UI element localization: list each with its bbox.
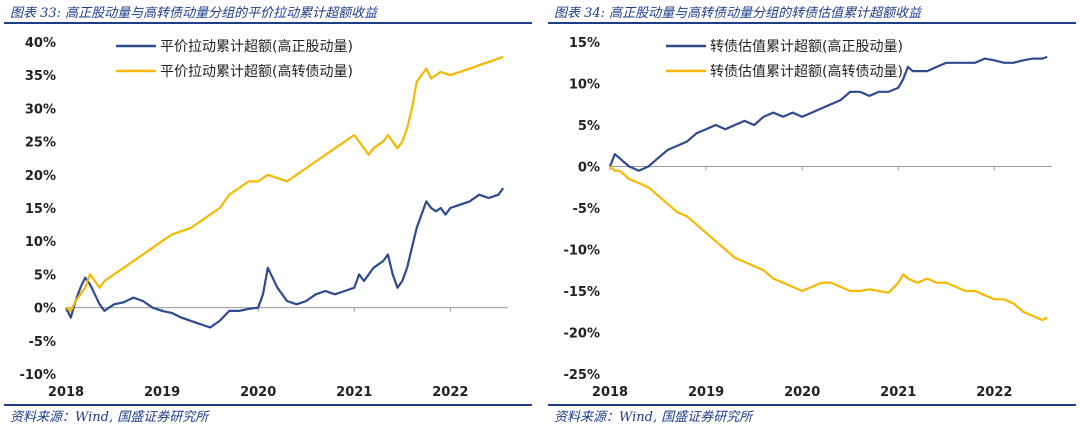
y-tick-label: 15% <box>569 36 600 51</box>
y-tick-label: -10% <box>19 368 56 383</box>
x-tick-label: 2022 <box>432 385 468 400</box>
y-tick-label: -20% <box>563 327 600 342</box>
y-tick-label: -10% <box>563 244 600 259</box>
y-tick-label: 25% <box>25 136 56 151</box>
x-tick-label: 2018 <box>48 385 84 400</box>
caption-rule <box>4 22 532 24</box>
y-tick-label: -5% <box>29 335 56 350</box>
source-rule <box>548 404 1076 406</box>
caption-rule <box>548 22 1076 24</box>
y-tick-label: 10% <box>25 235 56 250</box>
chart-svg-right: 15% 10% 5% 0% -5% -10% -15% -20% -25% 2018 2019 202… <box>563 36 1052 400</box>
series-line-high-stock-momentum <box>608 55 1048 172</box>
y-tick-label: 15% <box>25 202 56 217</box>
x-tick-label: 2021 <box>336 385 372 400</box>
chart-source: 资料来源：Wind, 国盛证券研究所 <box>554 410 753 425</box>
y-tick-label: -5% <box>573 202 600 217</box>
chart-panel-right: 图表 34: 高正股动量与高转债动量分组的转债估值累计超额收益 15% 10% 5%… <box>548 0 1076 428</box>
x-tick-label: 2020 <box>784 385 820 400</box>
x-tick-label: 2020 <box>240 385 276 400</box>
y-tick-label: 20% <box>25 169 56 184</box>
y-tick-label: 0% <box>578 161 600 176</box>
y-tick-label: -15% <box>563 285 600 300</box>
legend-label: 平价拉动累计超额(高转债动量) <box>160 63 353 80</box>
series-line-high-bond-momentum <box>65 55 504 312</box>
y-tick-label: 40% <box>25 36 56 51</box>
legend-label: 平价拉动累计超额(高正股动量) <box>160 38 353 55</box>
y-tick-label: 5% <box>578 119 600 134</box>
legend-label: 转债估值累计超额(高正股动量) <box>710 38 903 55</box>
y-tick-label: 10% <box>569 78 600 93</box>
chart-svg-left: 40% 35% 30% 25% 20% 15% 10% 5% 0% -5% -10% 2018 2019… <box>19 36 508 400</box>
y-tick-label: 5% <box>34 268 56 283</box>
series-line-high-stock-momentum <box>65 187 505 329</box>
chart-caption: 图表 33: 高正股动量与高转债动量分组的平价拉动累计超额收益 <box>10 6 378 21</box>
chart-caption: 图表 34: 高正股动量与高转债动量分组的转债估值累计超额收益 <box>554 6 922 21</box>
series-line-high-bond-momentum <box>609 165 1048 322</box>
legend-label: 转债估值累计超额(高转债动量) <box>710 63 903 80</box>
chart-panel-left: 图表 33: 高正股动量与高转债动量分组的平价拉动累计超额收益 40% 35% 30… <box>4 0 532 428</box>
y-tick-label: 0% <box>34 302 56 317</box>
x-tick-label: 2019 <box>688 385 724 400</box>
x-tick-label: 2021 <box>880 385 916 400</box>
y-tick-label: 35% <box>25 69 56 84</box>
y-tick-label: -25% <box>563 368 600 383</box>
x-tick-label: 2019 <box>144 385 180 400</box>
y-tick-label: 30% <box>25 102 56 117</box>
x-tick-label: 2018 <box>592 385 628 400</box>
x-tick-label: 2022 <box>976 385 1012 400</box>
source-rule <box>4 404 532 406</box>
chart-source: 资料来源：Wind, 国盛证券研究所 <box>10 410 209 425</box>
